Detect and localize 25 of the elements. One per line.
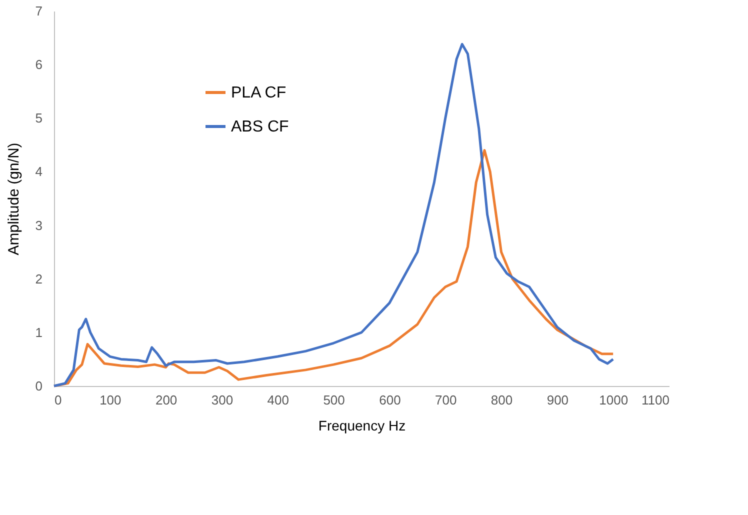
- legend-label: ABS CF: [231, 118, 290, 136]
- y-tick-label: 1: [35, 324, 42, 340]
- y-axis-title: Amplitude (gn/N): [5, 142, 22, 256]
- x-tick-label: 1000: [599, 392, 628, 408]
- x-tick-label: 400: [267, 392, 289, 408]
- x-tick-label: 700: [435, 392, 457, 408]
- x-tick-label: 300: [211, 392, 234, 408]
- y-tick-label: 5: [35, 110, 42, 126]
- x-tick-label: 800: [490, 392, 513, 408]
- y-tick-label: 4: [35, 164, 42, 180]
- x-tick-label: 0: [54, 392, 62, 408]
- x-tick-label: 500: [323, 392, 345, 408]
- x-tick-label: 200: [155, 392, 178, 408]
- x-axis-title: Frequency Hz: [318, 418, 406, 434]
- x-tick-label: 1100: [642, 392, 670, 408]
- x-tick-label: 900: [546, 392, 569, 408]
- y-tick-label: 7: [35, 4, 42, 18]
- legend-label: PLA CF: [231, 84, 286, 102]
- line-series: [52, 42, 614, 388]
- y-tick-label: 0: [35, 378, 42, 394]
- y-tick-label: 6: [35, 57, 42, 72]
- y-tick-label: 2: [35, 271, 42, 286]
- y-tick-label: 3: [35, 218, 42, 233]
- x-tick-label: 600: [379, 392, 401, 408]
- x-tick-label: 100: [100, 392, 122, 408]
